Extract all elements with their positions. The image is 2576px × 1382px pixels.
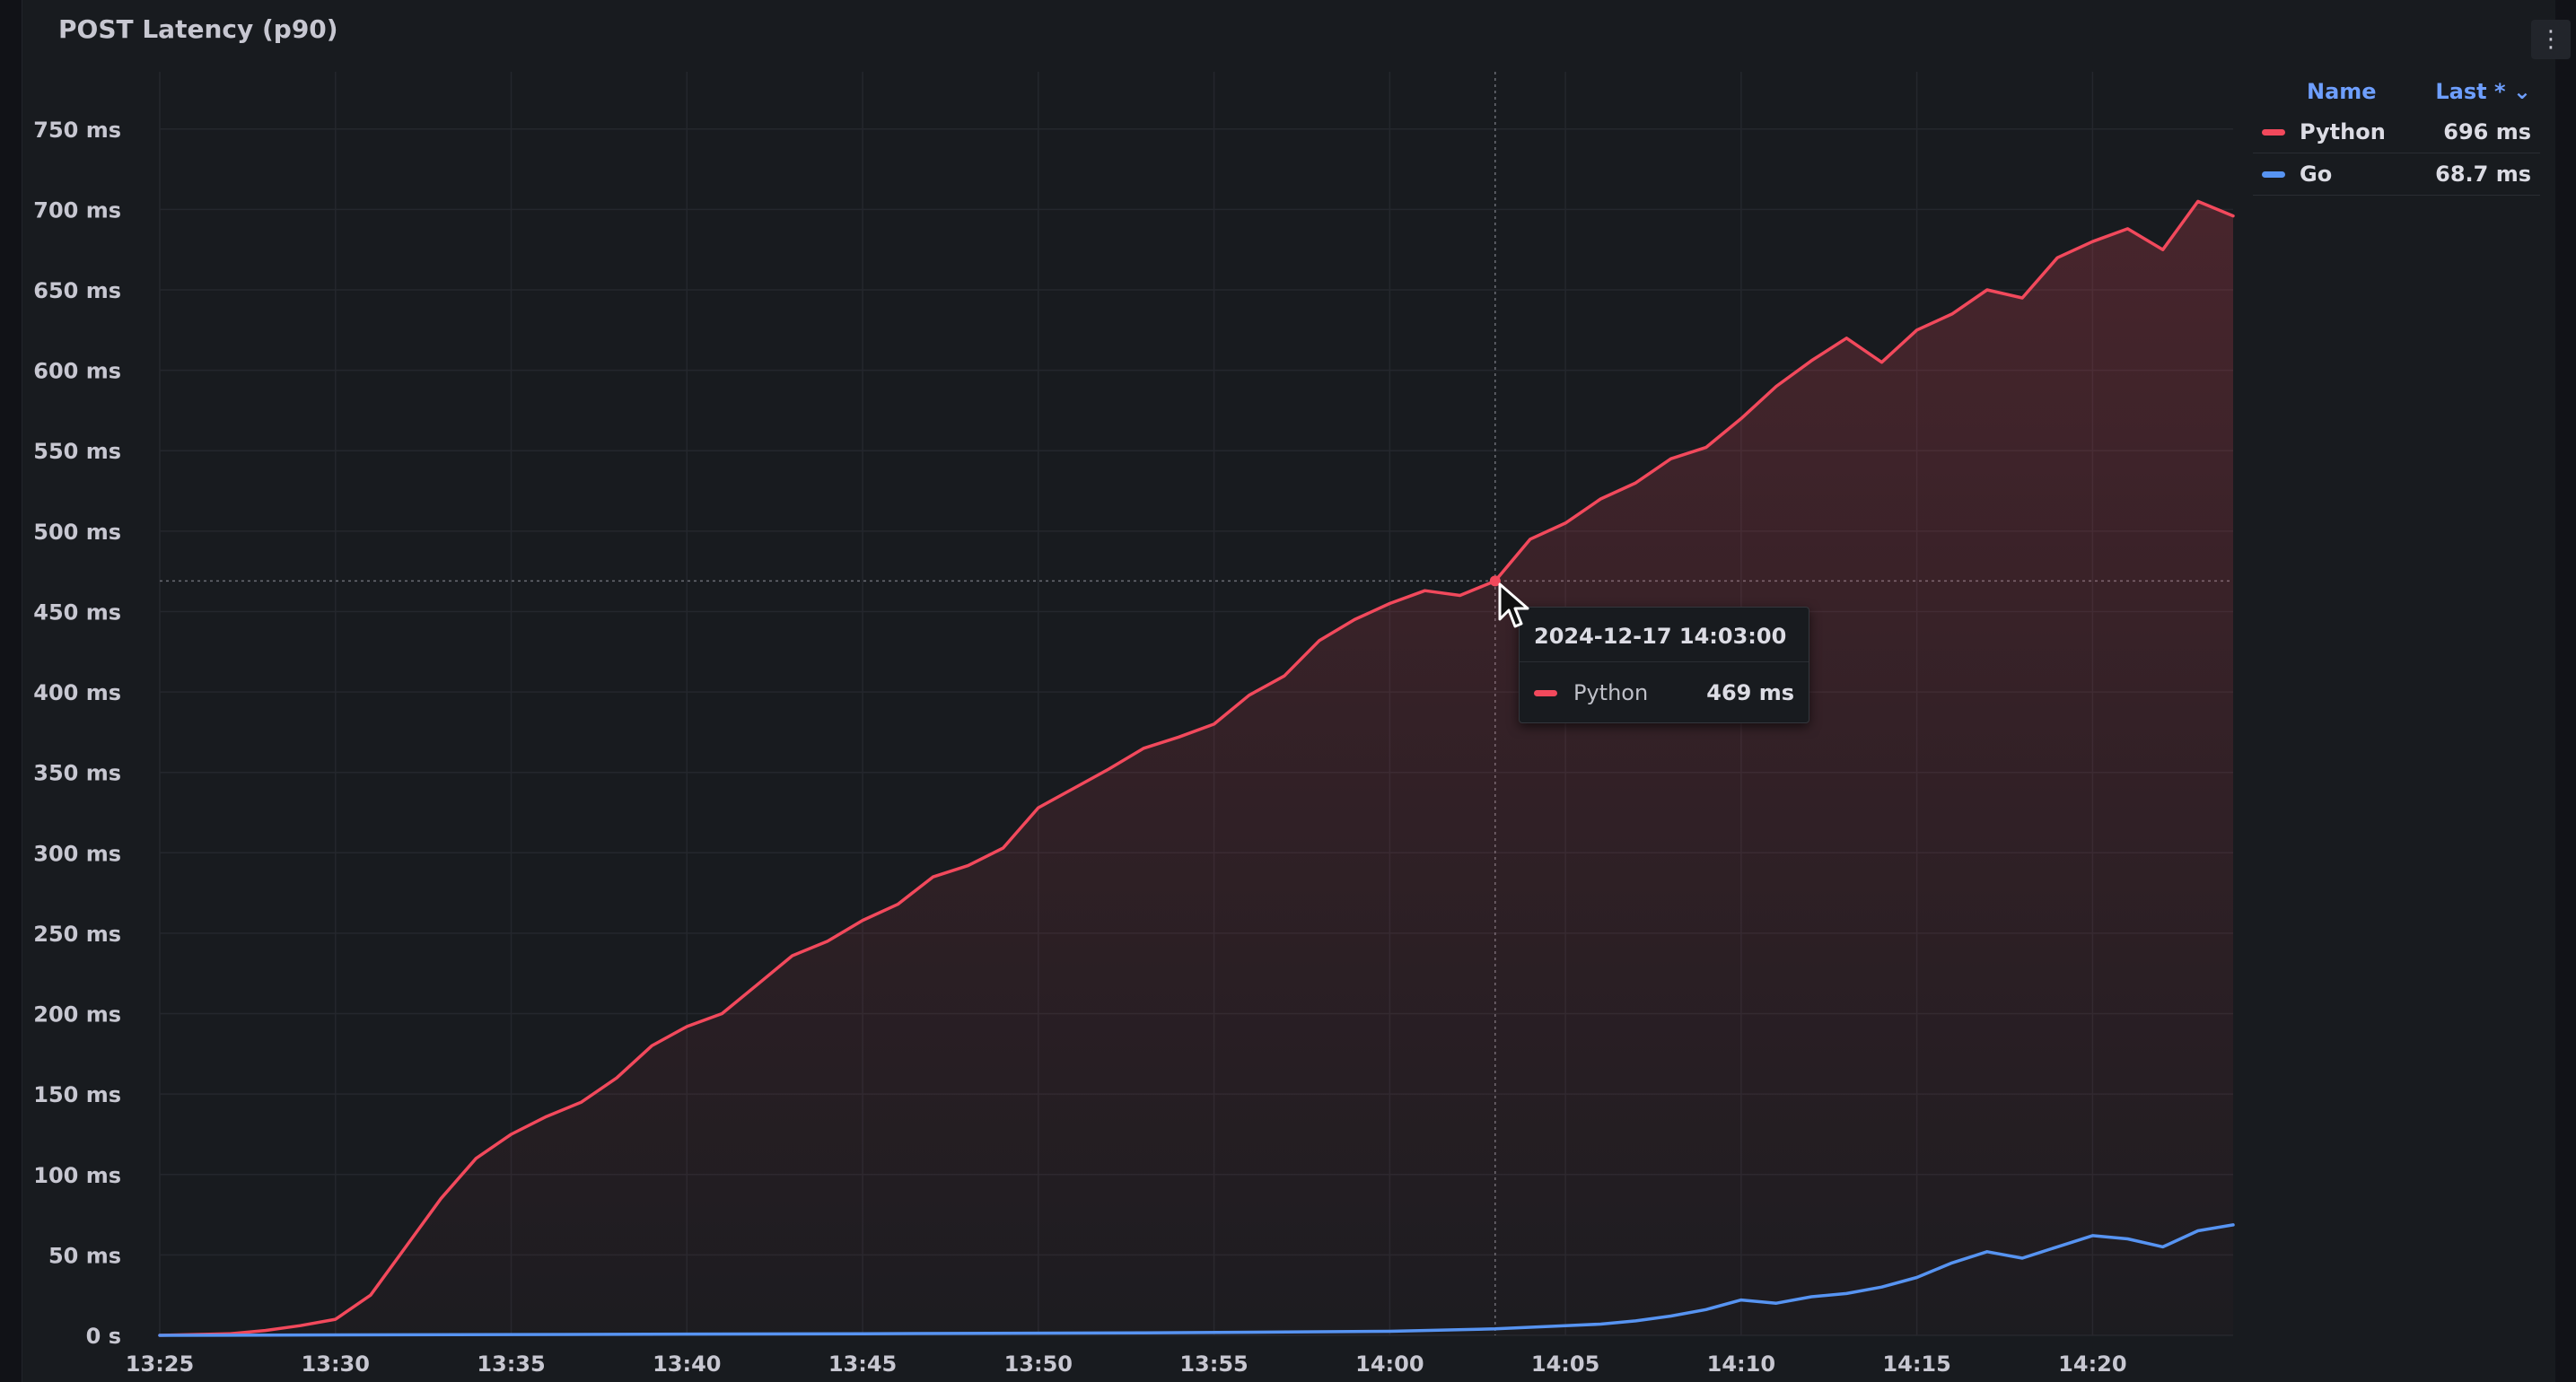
go-swatch [2262, 171, 2285, 178]
series-layer [158, 199, 2235, 1337]
y-tick-label: 450 ms [33, 599, 121, 625]
x-tick-label: 13:35 [477, 1351, 545, 1377]
x-axis: 13:25 13:30 13:35 13:40 13:45 13:50 13:55 14:00… [126, 1351, 2127, 1377]
y-tick-label: 650 ms [33, 278, 121, 303]
legend-name-header[interactable]: Name [2307, 79, 2377, 104]
legend-item-label: Go [2300, 162, 2333, 187]
y-tick-label: 150 ms [33, 1082, 121, 1107]
legend-item-go[interactable]: Go 68.7 ms [2253, 153, 2540, 196]
x-tick-label: 13:50 [1004, 1351, 1073, 1377]
hover-tooltip: 2024-12-17 14:03:00 Python 469 ms [1519, 607, 1809, 723]
x-tick-label: 13:40 [653, 1351, 721, 1377]
x-tick-label: 14:05 [1531, 1351, 1599, 1377]
y-tick-label: 500 ms [33, 520, 121, 545]
python-area [160, 201, 2233, 1335]
y-tick-label: 250 ms [33, 922, 121, 947]
y-tick-label: 100 ms [33, 1163, 121, 1188]
x-tick-label: 14:00 [1355, 1351, 1424, 1377]
y-tick-label: 550 ms [33, 439, 121, 464]
x-tick-label: 13:55 [1179, 1351, 1248, 1377]
y-tick-label: 700 ms [33, 197, 121, 223]
y-tick-label: 750 ms [33, 118, 121, 143]
legend-item-value: 68.7 ms [2435, 162, 2531, 187]
legend-item-value: 696 ms [2443, 119, 2531, 144]
mouse-pointer-icon [1498, 582, 1529, 628]
chart-legend: Name Last * ⌄ Python 696 ms Go 68.7 ms [2253, 79, 2540, 196]
x-tick-label: 14:15 [1882, 1351, 1950, 1377]
panel-title: POST Latency (p90) [58, 14, 338, 44]
y-axis: 0 s 50 ms 100 ms 150 ms 200 ms 250 ms 300 ms 35… [33, 118, 121, 1349]
y-tick-label: 0 s [86, 1324, 121, 1349]
legend-item-label: Python [2300, 119, 2386, 144]
y-tick-label: 200 ms [33, 1002, 121, 1028]
python-swatch [2262, 128, 2285, 136]
vertical-dots-icon[interactable]: ⋮ [2531, 20, 2571, 59]
hover-point [1489, 575, 1501, 587]
tooltip-series: Python [1573, 680, 1649, 705]
y-tick-label: 400 ms [33, 680, 121, 705]
python-series-line [158, 199, 2235, 1337]
go-series-line [158, 1223, 2235, 1337]
x-tick-label: 13:30 [302, 1351, 370, 1377]
y-tick-label: 600 ms [33, 359, 121, 384]
legend-item-python[interactable]: Python 696 ms [2253, 111, 2540, 153]
y-tick-label: 300 ms [33, 841, 121, 866]
x-tick-label: 13:45 [828, 1351, 897, 1377]
x-tick-label: 14:20 [2058, 1351, 2126, 1377]
tooltip-time: 2024-12-17 14:03:00 [1520, 608, 1809, 662]
y-tick-label: 50 ms [48, 1243, 121, 1268]
tooltip-value: 469 ms [1706, 680, 1794, 705]
tooltip-swatch [1534, 689, 1557, 696]
x-tick-label: 14:10 [1707, 1351, 1775, 1377]
x-tick-label: 13:25 [126, 1351, 194, 1377]
y-tick-label: 350 ms [33, 761, 121, 786]
legend-last-header[interactable]: Last * ⌄ [2435, 79, 2531, 104]
